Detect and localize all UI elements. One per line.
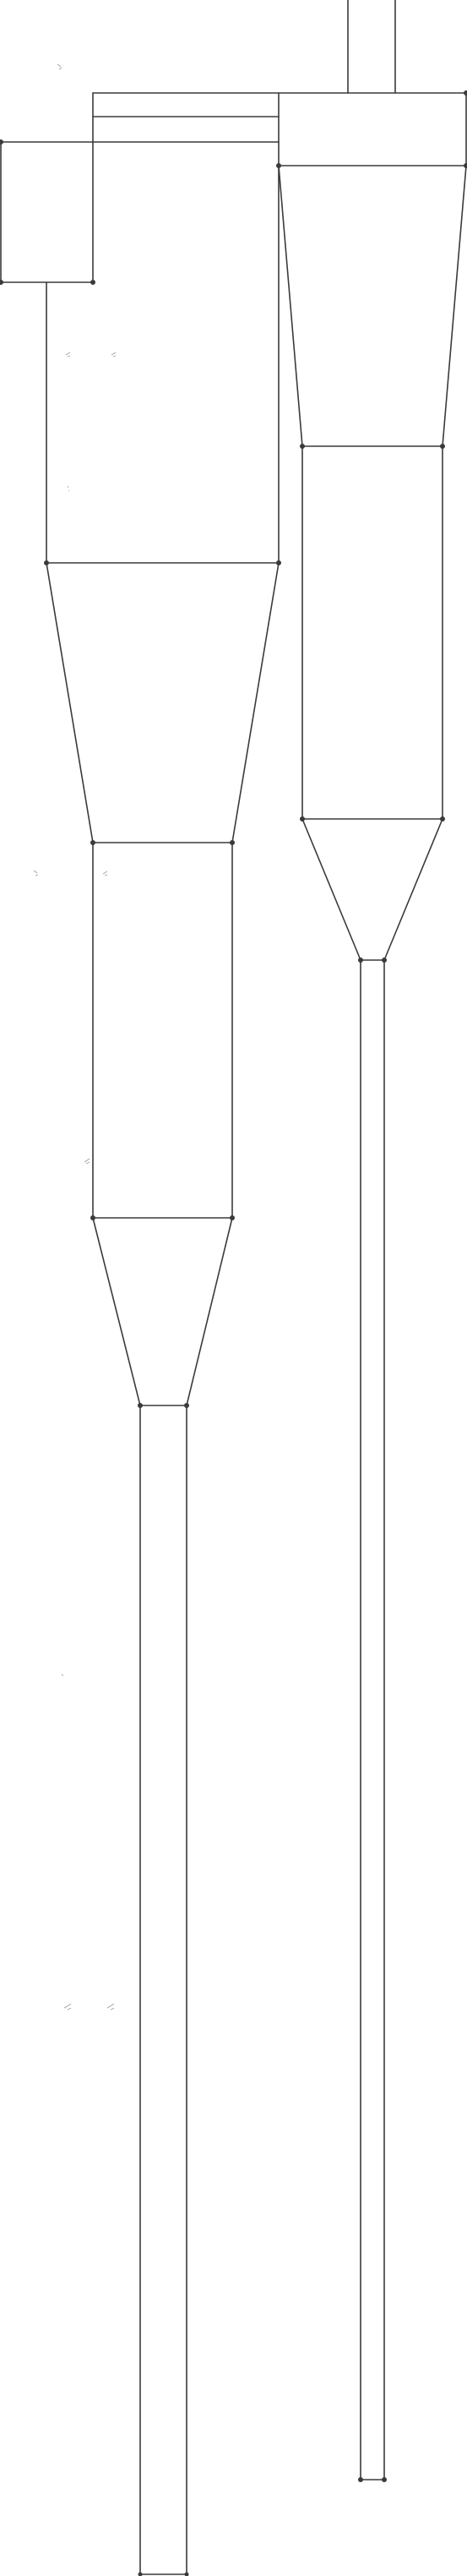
vertex-marker	[440, 444, 445, 449]
vertex-marker	[230, 1215, 235, 1220]
right-cyclone-cone	[278, 165, 467, 447]
vertex-markers	[0, 90, 467, 2576]
left-cyclone-inlet-duct	[0, 141, 280, 283]
vertex-marker	[90, 840, 95, 845]
faint-mark	[84, 1158, 90, 1165]
right-cyclone-lower-cone	[301, 818, 443, 961]
vertex-marker	[138, 1403, 143, 1408]
left-cyclone-lower-cone	[92, 1217, 233, 1406]
right-cyclone-middle-cylinder	[301, 445, 443, 820]
vertex-marker	[90, 1215, 95, 1220]
faint-mark	[102, 870, 108, 876]
vertex-marker	[0, 139, 3, 145]
vertex-marker	[382, 958, 387, 963]
faint-mark	[67, 485, 70, 492]
top-frame	[92, 92, 467, 166]
vertex-marker	[464, 90, 467, 96]
vertex-marker	[300, 444, 305, 449]
faint-mark	[33, 870, 39, 876]
vertex-marker	[230, 840, 235, 845]
vertex-marker	[358, 2477, 363, 2482]
faint-mark	[111, 352, 117, 357]
vertex-marker	[184, 1403, 189, 1408]
faint-mark	[61, 1673, 64, 1677]
faint-mark	[57, 63, 62, 70]
vertex-marker	[44, 560, 49, 565]
vertex-marker	[358, 958, 363, 963]
vertex-marker	[138, 2572, 143, 2576]
right-cyclone-dipleg	[360, 959, 385, 2480]
faint-mark	[65, 352, 71, 357]
vertex-marker	[300, 816, 305, 821]
vertex-marker	[382, 2477, 387, 2482]
vertex-marker	[90, 280, 95, 285]
vertex-marker	[440, 816, 445, 821]
faint-mark	[63, 2003, 72, 2011]
vertex-marker	[464, 163, 467, 168]
right-cyclone-outlet-pipe	[347, 0, 396, 94]
left-cyclone-dipleg	[139, 1405, 187, 2575]
vertex-marker	[0, 280, 3, 285]
faint-mark	[106, 2003, 115, 2011]
left-cyclone-cone	[46, 562, 280, 843]
left-cyclone-lower-cylinder	[92, 842, 233, 1219]
vertex-marker	[276, 163, 281, 168]
faint-marks	[33, 63, 117, 2011]
vertex-marker	[184, 2572, 189, 2576]
vertex-marker	[276, 560, 281, 565]
left-cyclone-body	[46, 165, 280, 564]
